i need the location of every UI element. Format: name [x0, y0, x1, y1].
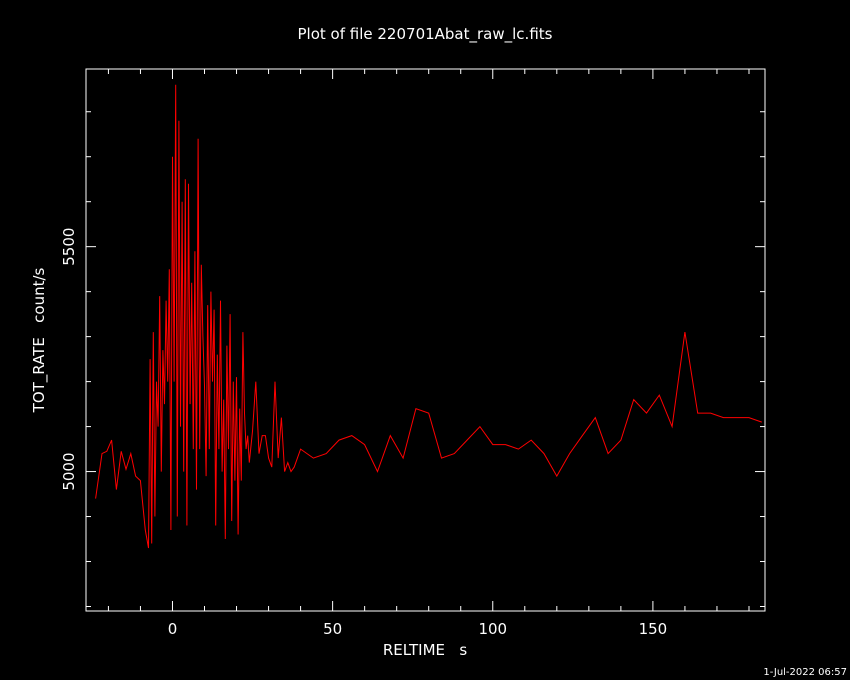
x-tick-label: 150 — [639, 620, 668, 638]
series-line-tot-rate — [95, 84, 762, 549]
x-tick-label: 100 — [478, 620, 507, 638]
x-axis-label: RELTIME s — [383, 641, 468, 659]
chart-title: Plot of file 220701Abat_raw_lc.fits — [298, 25, 553, 44]
y-tick-label: 5500 — [60, 228, 78, 266]
y-tick-label: 5000 — [60, 452, 78, 490]
x-tick-labels: 0 50 100 150 — [168, 620, 668, 638]
timestamp: 1-Jul-2022 06:57 — [763, 667, 847, 678]
y-axis-label: TOT_RATE count/s — [30, 267, 49, 413]
minor-ticks — [86, 69, 765, 611]
major-ticks — [86, 69, 765, 611]
y-tick-labels: 5000 5500 — [60, 228, 78, 491]
x-tick-label: 50 — [323, 620, 342, 638]
x-tick-label: 0 — [168, 620, 178, 638]
plot-frame — [85, 68, 766, 612]
